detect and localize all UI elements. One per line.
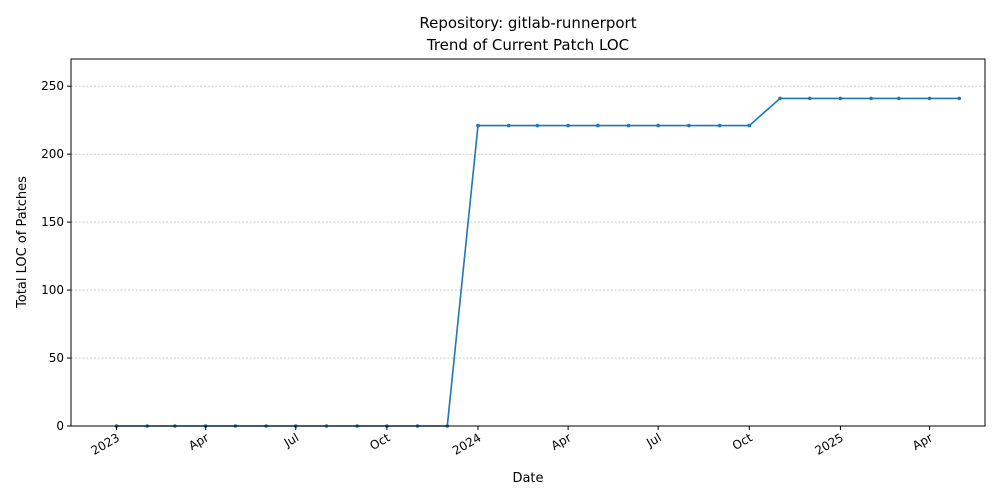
x-tick-label: Oct bbox=[367, 430, 392, 453]
x-axis-label: Date bbox=[512, 471, 543, 486]
x-tick-label: Apr bbox=[910, 430, 935, 453]
data-point bbox=[957, 96, 962, 101]
x-tick-label: Oct bbox=[730, 430, 755, 453]
x-axis: 2023 Apr Jul Oct 2024 Apr Jul Oct 2025 Apr bbox=[89, 426, 935, 458]
data-point bbox=[566, 123, 570, 128]
y-tick-label: 200 bbox=[41, 147, 64, 161]
data-point bbox=[747, 123, 752, 128]
y-axis: 0 50 100 150 200 250 bbox=[41, 79, 71, 433]
y-tick-label: 50 bbox=[49, 351, 64, 365]
data-point bbox=[927, 96, 932, 101]
x-tick-label: Apr bbox=[549, 430, 574, 453]
data-point bbox=[838, 96, 843, 101]
data-point bbox=[807, 96, 812, 101]
y-tick-label: 100 bbox=[41, 283, 64, 297]
data-point bbox=[506, 123, 511, 128]
y-axis-label: Total LOC of Patches bbox=[15, 176, 30, 309]
data-point bbox=[626, 123, 631, 128]
series-line bbox=[116, 97, 960, 427]
plot-frame bbox=[70, 58, 986, 427]
x-tick-label: 2025 bbox=[812, 430, 845, 457]
y-tick-label: 0 bbox=[56, 419, 64, 433]
data-point bbox=[476, 123, 480, 128]
x-tick-label: Jul bbox=[643, 430, 663, 450]
x-tick-label: 2023 bbox=[89, 430, 122, 457]
data-point bbox=[778, 96, 782, 101]
x-tick-label: 2024 bbox=[450, 430, 483, 457]
chart-title-line1: Repository: gitlab-runnerport bbox=[419, 14, 636, 32]
data-point bbox=[656, 123, 661, 128]
chart-title-line2: Trend of Current Patch LOC bbox=[426, 36, 629, 54]
series-layer bbox=[114, 96, 962, 428]
x-tick-label: Jul bbox=[281, 430, 301, 450]
x-tick-label: Apr bbox=[186, 430, 211, 453]
data-point bbox=[596, 123, 600, 128]
data-point bbox=[869, 96, 873, 101]
data-point bbox=[717, 123, 722, 128]
data-point bbox=[687, 123, 691, 128]
data-point bbox=[897, 96, 901, 101]
y-gridlines bbox=[71, 85, 985, 427]
y-tick-label: 150 bbox=[41, 215, 64, 229]
y-tick-label: 250 bbox=[41, 79, 64, 93]
data-point bbox=[535, 123, 540, 128]
